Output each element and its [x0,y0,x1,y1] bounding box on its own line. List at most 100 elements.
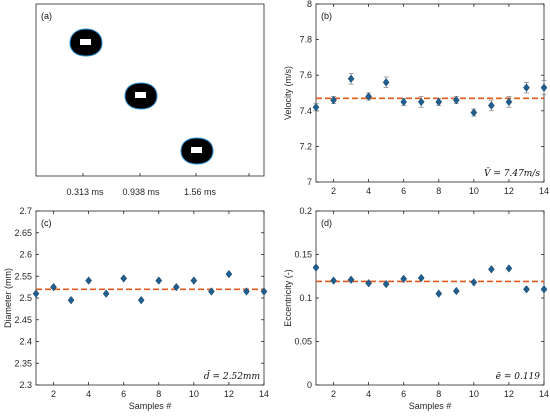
eccentricity-ytick-label: 0.2 [299,206,312,216]
diameter-xtick-label: 10 [189,389,199,399]
velocity-panel-label: (b) [321,11,332,21]
eccentricity-xtick-label: 10 [469,389,479,399]
diameter-data-point [120,274,128,283]
velocity-mean-annotation: V̄ = 7.47m/s [484,167,540,179]
diameter-data-point [32,289,40,298]
eccentricity-xtick-label: 6 [401,389,406,399]
eccentricity-panel-label: (d) [321,218,332,228]
velocity-xtick-label: 8 [436,186,441,196]
velocity-data-point [400,97,408,107]
velocity-chart: (b) 7 7.2 7.4 7.6 7.8 8 2 4 6 8 10 12 14 Velocity (m/s… [283,0,549,196]
diameter-ytick-label: 2.4 [19,337,32,347]
diameter-xtick-label: 4 [86,389,91,399]
velocity-data-point [347,74,355,83]
velocity-data-point [505,97,513,107]
eccentricity-data-point [312,263,320,272]
eccentricity-data-point [400,274,408,284]
diameter-xtick-label: 2 [51,389,56,399]
velocity-data-point [330,95,337,105]
diameter-xtick-label: 14 [259,389,269,399]
droplet-3-highlight [191,147,202,153]
diameter-data-point [50,282,57,292]
eccentricity-xtick-label: 4 [366,389,371,399]
eccentricity-data-point [523,285,530,294]
diameter-data-point [85,276,92,285]
eccentricity-plot-frame [315,210,545,386]
velocity-ytick-label: 7.6 [299,70,312,80]
panel-a: (a) 0.313 ms 0.938 ms 1.56 ms [35,3,265,197]
diameter-data-point [102,289,110,298]
time-label-2: 0.938 ms [122,187,160,197]
diameter-data-point [225,269,233,279]
diameter-data-point [137,295,145,305]
eccentricity-data-point [330,276,337,285]
velocity-data-point [540,83,548,92]
diameter-mean-annotation: d̄ = 2.52mm [204,370,260,382]
eccentricity-ytick-label: 0.05 [294,337,312,347]
velocity-xtick-label: 14 [539,186,549,196]
eccentricity-data-point [417,273,425,283]
velocity-data-point [452,95,460,105]
diameter-data-point [260,287,268,296]
eccentricity-data-point [470,278,478,287]
time-label-1: 0.313 ms [66,187,104,197]
diameter-data-point [208,287,215,296]
diameter-ytick-label: 2.5 [19,293,32,303]
diameter-data-point [190,276,198,285]
velocity-xtick-label: 12 [504,186,514,196]
diameter-ylabel: Diameter (mm) [3,268,13,328]
velocity-ytick-label: 7.4 [299,106,312,116]
eccentricity-data-point [365,279,372,288]
droplet-2-highlight [135,92,146,98]
eccentricity-ytick-label: 0.1 [299,293,312,303]
velocity-ytick-label: 7.8 [299,35,312,45]
velocity-data-point [382,78,390,87]
velocity-data-point [435,97,443,107]
eccentricity-xlabel: Samples # [409,401,452,411]
eccentricity-data-point [347,275,355,284]
velocity-xtick-label: 2 [331,186,336,196]
velocity-data-point [365,92,372,101]
diameter-panel-label: (c) [41,218,52,228]
velocity-ytick-label: 8 [307,0,312,9]
diameter-data-point [172,282,180,292]
eccentricity-data-point [488,265,495,274]
eccentricity-ytick-label: 0 [307,380,312,390]
diameter-xlabel: Samples # [129,401,172,411]
velocity-ytick-label: 7.2 [299,141,312,151]
diameter-chart: (c) 2.3 2.35 2.4 2.45 2.5 2.55 2.6 2.65 2.7 2 4 6 8 10… [3,206,269,411]
diameter-data-point [67,295,75,305]
eccentricity-mean-annotation: ē = 0.119 [496,372,541,382]
eccentricity-data-point [452,286,460,296]
eccentricity-xtick-label: 8 [436,389,441,399]
diameter-ytick-label: 2.3 [19,380,32,390]
diameter-ytick-label: 2.6 [19,250,32,260]
eccentricity-xtick-label: 12 [504,389,514,399]
diameter-xtick-label: 8 [156,389,161,399]
diameter-ytick-label: 2.45 [14,315,32,325]
eccentricity-chart: (d) 0 0.05 0.1 0.15 0.2 2 4 6 8 10 12 14 Eccentricity… [283,206,549,411]
eccentricity-data-point [382,279,390,289]
velocity-plot-frame [315,3,545,183]
droplet-3 [180,137,214,165]
diameter-xtick-label: 6 [121,389,126,399]
eccentricity-data-point [435,289,443,298]
velocity-xtick-label: 6 [401,186,406,196]
droplet-1 [69,28,103,57]
droplet-2 [124,82,158,110]
velocity-data-point [470,108,478,117]
eccentricity-ytick-label: 0.15 [294,250,312,260]
velocity-xtick-label: 4 [366,186,371,196]
velocity-data-point [417,97,425,107]
panel-a-label: (a) [41,11,52,21]
eccentricity-data-point [505,264,513,273]
diameter-ytick-label: 2.35 [14,358,32,368]
diameter-data-point [155,276,163,285]
velocity-xtick-label: 10 [469,186,479,196]
diameter-xtick-label: 12 [224,389,234,399]
diameter-ytick-label: 2.7 [19,206,32,216]
eccentricity-ylabel: Eccentricity (-) [283,269,293,327]
diameter-ytick-label: 2.55 [14,271,32,281]
eccentricity-xtick-label: 14 [539,389,549,399]
